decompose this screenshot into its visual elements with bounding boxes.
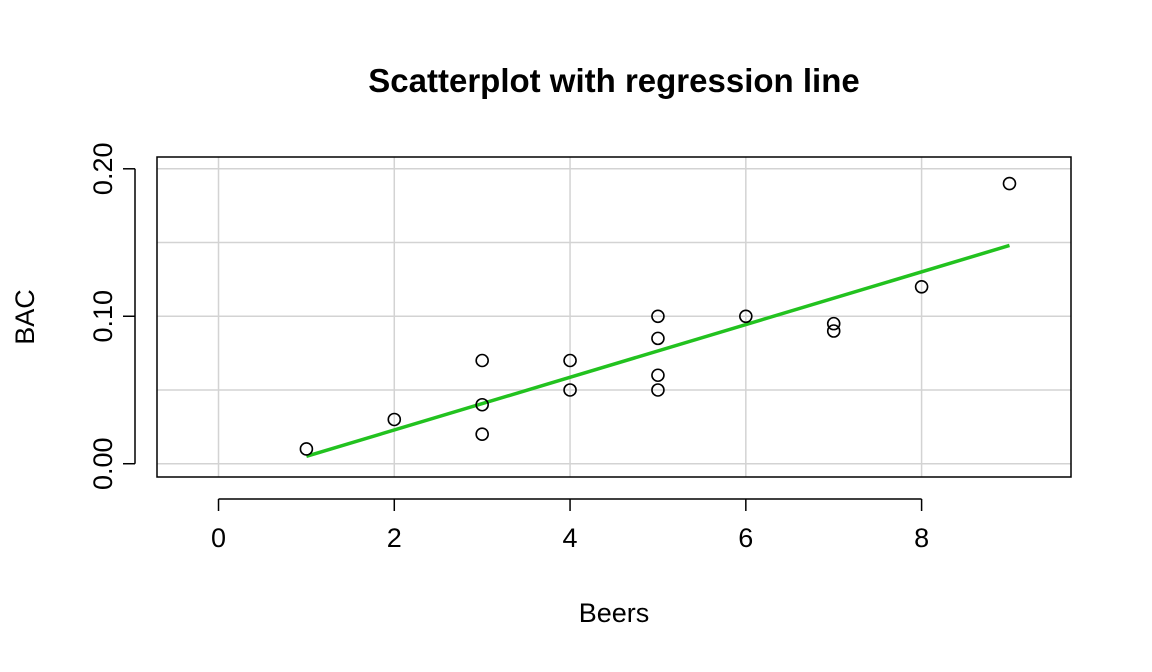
x-tick-label: 8 [914, 523, 929, 553]
y-tick-label: 0.00 [88, 437, 118, 490]
data-points [299, 176, 1017, 456]
y-axis: 0.00 0.10 0.20 [88, 143, 136, 490]
data-point [826, 324, 841, 338]
x-tick-label: 2 [387, 523, 402, 553]
data-point [475, 397, 489, 412]
plot-box [156, 156, 1072, 478]
x-axis: 0 2 4 6 8 [211, 498, 929, 553]
regression-line-layer [305, 243, 1010, 459]
x-tick-label: 6 [738, 523, 753, 553]
regression-line [305, 243, 1010, 459]
data-point [299, 442, 314, 456]
data-point [563, 383, 577, 397]
data-point [475, 427, 489, 442]
x-tick-label: 0 [211, 523, 226, 553]
data-point [651, 331, 665, 346]
y-axis-label: BAC [10, 289, 40, 345]
data-point [387, 412, 402, 427]
data-point [563, 353, 577, 368]
y-tick-label: 0.10 [88, 290, 118, 343]
x-tick-label: 4 [563, 523, 578, 553]
y-tick-label: 0.20 [88, 143, 118, 196]
data-point [826, 316, 841, 331]
data-point [651, 309, 665, 324]
data-point [914, 279, 929, 294]
data-point [475, 353, 489, 368]
data-point [651, 368, 665, 383]
x-axis-label: Beers [579, 598, 650, 628]
data-point [1002, 176, 1017, 191]
chart-title: Scatterplot with regression line [368, 62, 859, 99]
data-point [739, 309, 753, 324]
grid [157, 157, 1071, 477]
data-point [651, 383, 665, 397]
